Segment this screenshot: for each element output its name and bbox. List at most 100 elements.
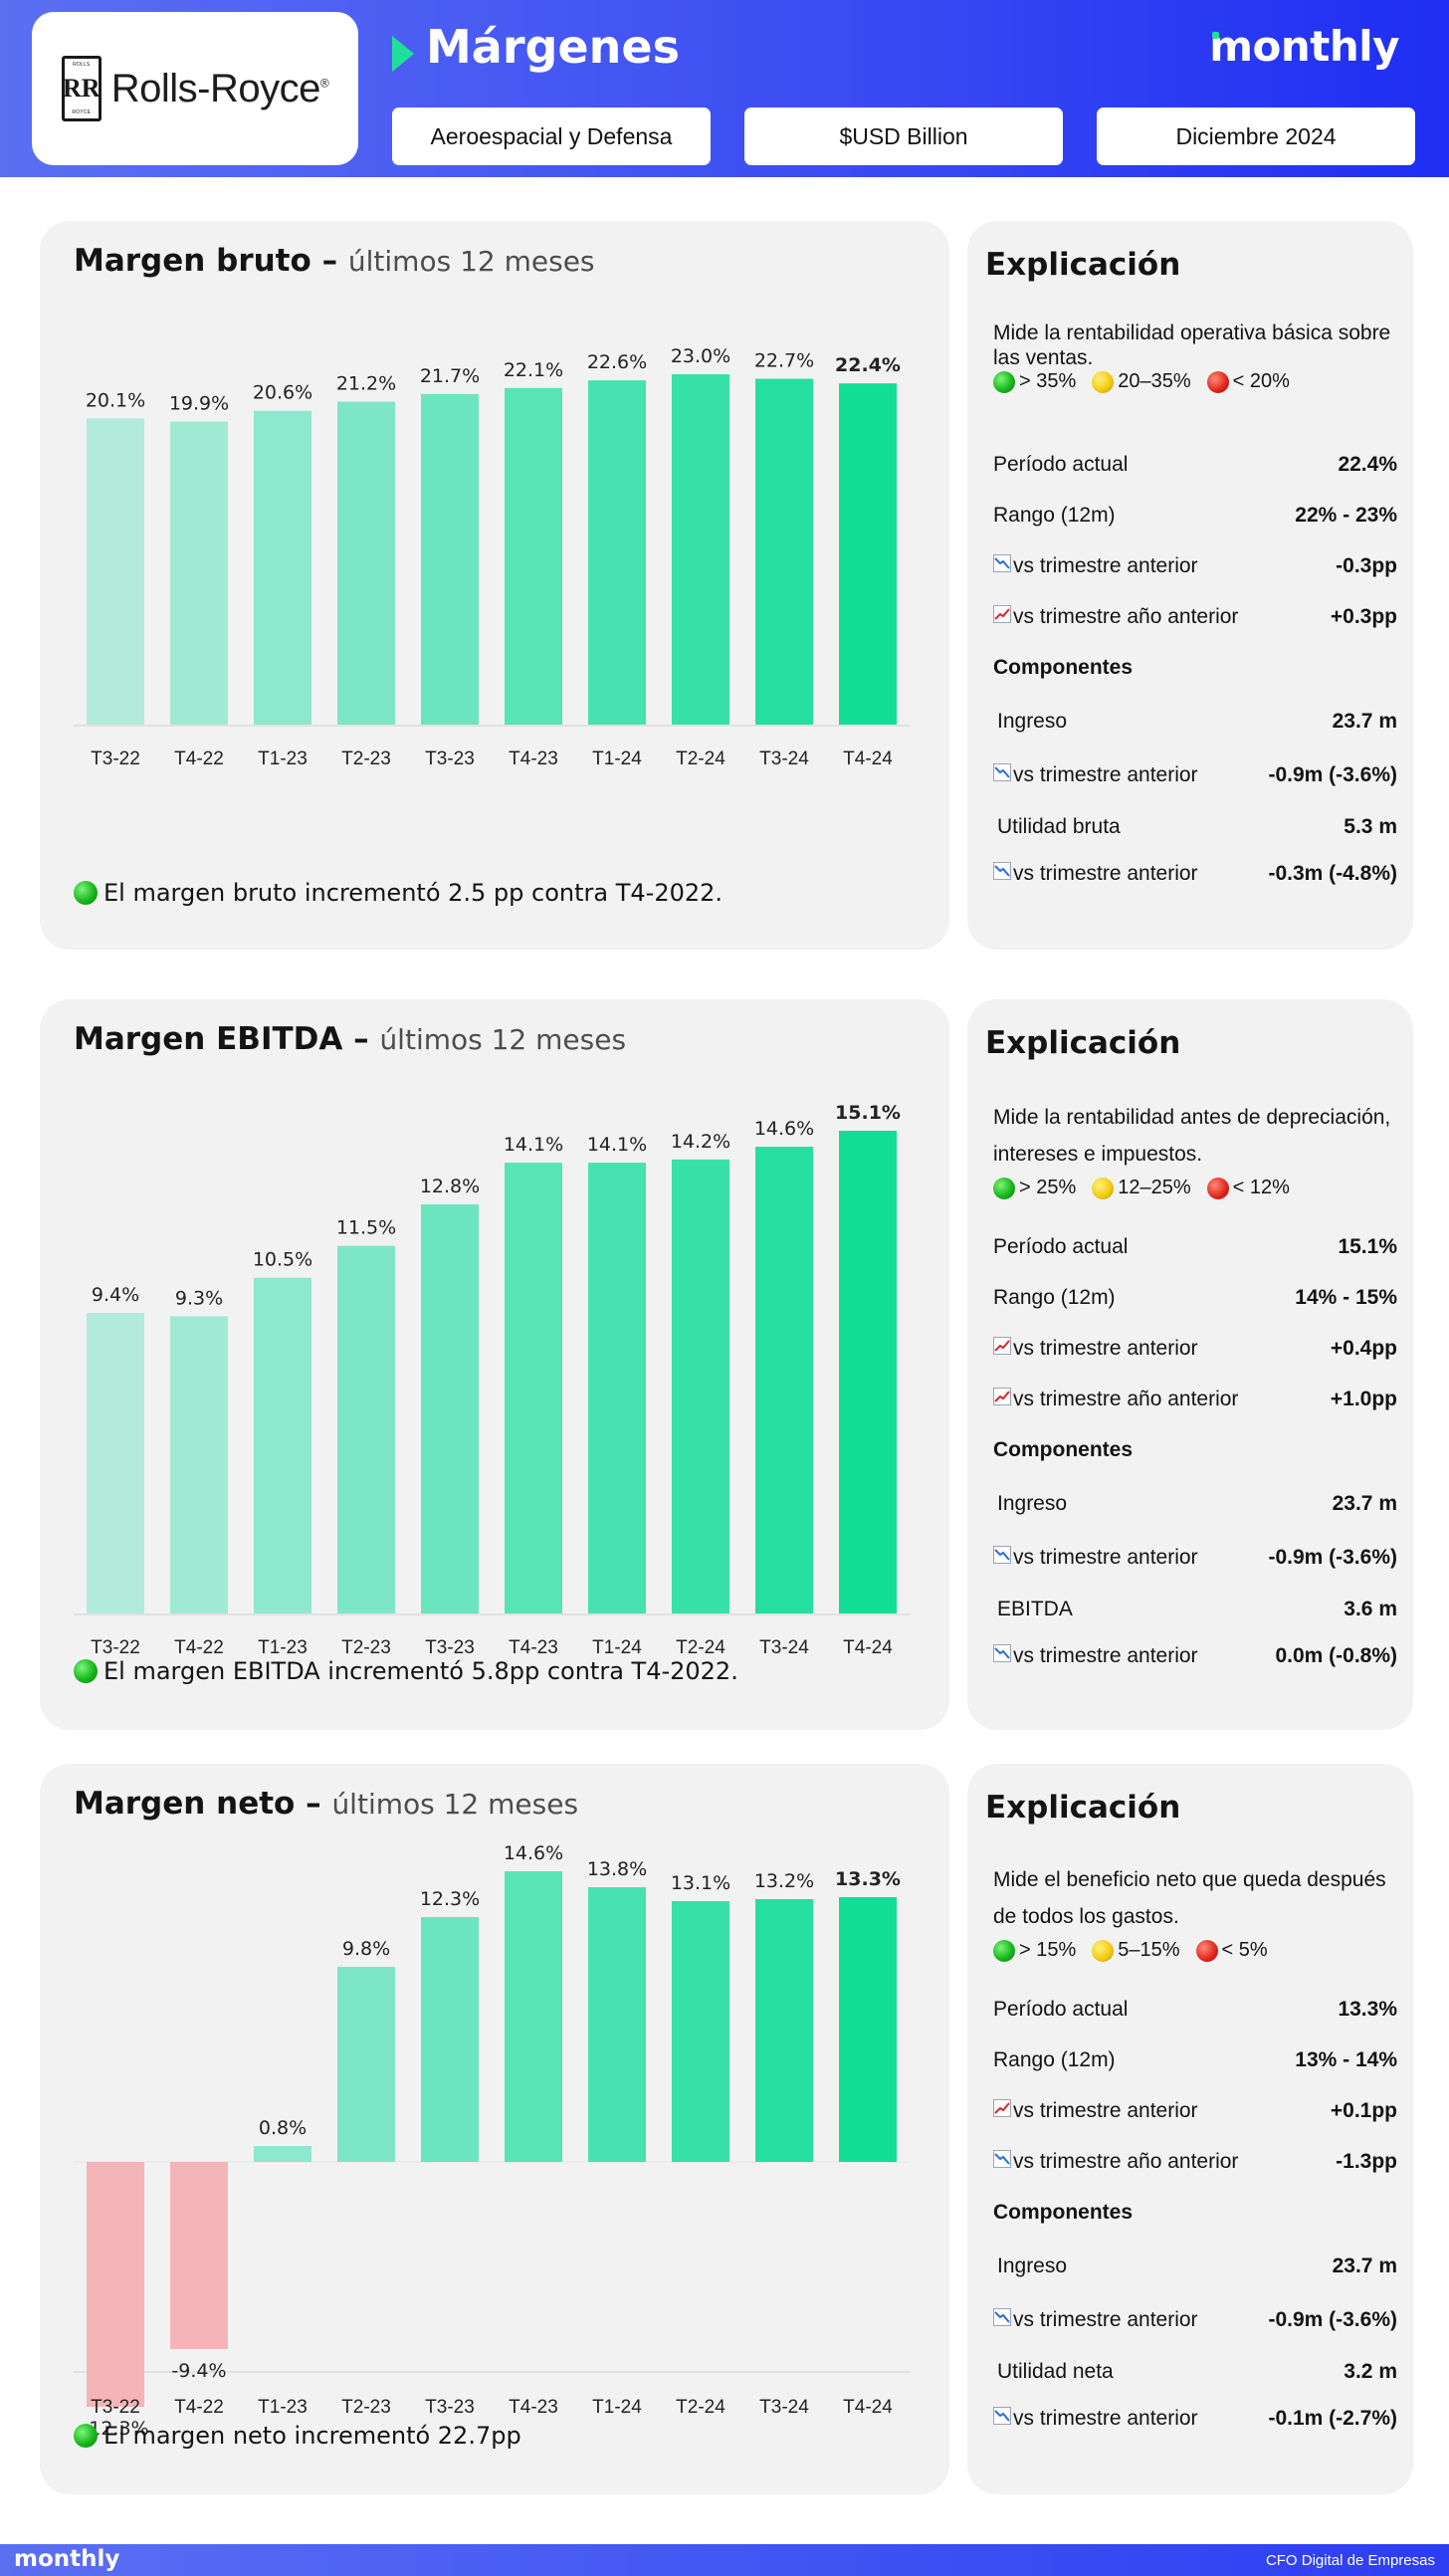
metric-row: Período actual 15.1% — [993, 1232, 1397, 1262]
bar-T4-23 — [505, 1871, 562, 2162]
logo-badge-mark: RR — [62, 74, 101, 103]
data-label: 13.3% — [835, 1868, 901, 1890]
data-label: 12.3% — [420, 1888, 480, 1910]
bar-T1-23 — [254, 2146, 311, 2162]
trend-down-icon — [993, 763, 1011, 787]
metric-value: 13% - 14% — [1295, 2048, 1397, 2071]
trend-up-icon — [993, 1388, 1011, 1411]
metric-value: -0.9m (-3.6%) — [1268, 2308, 1397, 2331]
x-tick-label: T2-24 — [676, 2397, 725, 2418]
explanation-description: Mide el beneficio neto que queda después… — [993, 1868, 1386, 1928]
green-dot-icon — [993, 370, 1015, 393]
data-label: 14.1% — [587, 1134, 647, 1156]
bar-T4-24 — [839, 1897, 897, 2162]
metric-row: vs trimestre anterior -0.9m (-3.6%) — [993, 2305, 1397, 2335]
explanation-description: Mide la rentabilidad antes de depreciaci… — [993, 1106, 1391, 1166]
bar-T3-24 — [755, 1147, 813, 1613]
x-tick-label: T4-22 — [174, 2397, 224, 2418]
data-label: 21.2% — [336, 373, 396, 395]
x-tick-label: T3-23 — [425, 1637, 475, 1658]
data-label: 13.1% — [671, 1872, 730, 1894]
x-tick-label: T3-24 — [759, 2397, 809, 2418]
bar-T2-23 — [337, 1967, 395, 2162]
trend-down-icon — [993, 1546, 1011, 1570]
data-label: 23.0% — [671, 345, 730, 367]
bar-T4-22 — [170, 2162, 228, 2349]
trend-down-icon — [993, 862, 1011, 886]
data-label: 20.6% — [253, 382, 312, 404]
bar-T3-22 — [87, 418, 144, 725]
green-status-icon — [74, 1659, 98, 1683]
x-tick-label: T2-24 — [676, 1637, 725, 1658]
metric-value: 0.0m (-0.8%) — [1275, 1644, 1397, 1667]
x-tick-label: T4-24 — [843, 1637, 893, 1658]
metric-row: vs trimestre año anterior -1.3pp — [993, 2147, 1397, 2177]
page-title: Márgenes — [426, 20, 680, 74]
metric-label: Rango (12m) — [993, 2048, 1116, 2071]
x-tick-label: T2-23 — [341, 1637, 391, 1658]
metric-row: vs trimestre anterior -0.9m (-3.6%) — [993, 760, 1397, 790]
x-tick-label: T4-23 — [509, 2397, 558, 2418]
trend-up-icon — [993, 2099, 1011, 2123]
metric-value: 3.6 m — [1344, 1598, 1397, 1620]
metric-value: 23.7 m — [1332, 2254, 1397, 2277]
threshold-legend: > 35% 20–35% < 20% — [993, 370, 1300, 393]
metric-value: -0.1m (-2.7%) — [1268, 2407, 1397, 2430]
data-label: 0.8% — [259, 2117, 307, 2139]
rolls-royce-badge-icon: ROLLS RR ROYCE — [61, 56, 102, 121]
chart-card: Margen bruto – últimos 12 meses 20.1% T3-2… — [40, 221, 949, 950]
bar-chart: 20.1% T3-22 19.9% T4-22 20.6% T1-23 21.2% T2-23… — [74, 345, 910, 769]
x-tick-label: T4-22 — [174, 749, 224, 769]
metric-label: vs trimestre anterior — [1013, 2099, 1198, 2122]
bar-T4-24 — [839, 1131, 897, 1613]
bar-T2-23 — [337, 401, 395, 725]
metric-row: Rango (12m) 14% - 15% — [993, 1283, 1397, 1313]
data-label: 14.2% — [671, 1131, 730, 1153]
data-label: 12.8% — [420, 1176, 480, 1197]
metric-label: vs trimestre anterior — [1013, 1337, 1198, 1360]
chart-title: Margen bruto – últimos 12 meses — [74, 243, 595, 279]
bar-T3-24 — [755, 1899, 813, 2162]
bar-T2-24 — [672, 374, 729, 725]
bar-T3-23 — [421, 393, 479, 725]
threshold-legend: > 15% 5–15% < 5% — [993, 1939, 1278, 1962]
x-tick-label: T4-23 — [509, 749, 558, 769]
metric-row: vs trimestre anterior 0.0m (-0.8%) — [993, 1641, 1397, 1671]
metric-label: vs trimestre anterior — [1013, 1546, 1198, 1569]
metric-row: EBITDA 3.6 m — [993, 1595, 1397, 1624]
metric-label: vs trimestre anterior — [1013, 554, 1198, 577]
bar-T4-24 — [839, 383, 897, 725]
metric-row: vs trimestre anterior -0.9m (-3.6%) — [993, 1543, 1397, 1573]
metric-label: Utilidad bruta — [997, 815, 1121, 838]
metric-value: 22.4% — [1338, 453, 1397, 476]
data-label: 13.2% — [754, 1870, 814, 1892]
bar-T1-23 — [254, 410, 311, 725]
data-label: 22.7% — [754, 350, 814, 372]
metric-label: Componentes — [993, 1438, 1134, 1461]
x-tick-label: T3-24 — [759, 749, 809, 769]
x-tick-label: T4-24 — [843, 2397, 893, 2418]
metric-label: Ingreso — [997, 710, 1068, 733]
metric-row: Período actual 13.3% — [993, 1995, 1397, 2025]
metric-label: Utilidad neta — [997, 2360, 1114, 2383]
metric-value: +1.0pp — [1330, 1388, 1397, 1410]
metric-row: Componentes — [993, 653, 1397, 683]
bar-T2-24 — [672, 1901, 729, 2162]
explanation-title: Explicación — [985, 1790, 1181, 1825]
bar-T1-24 — [588, 380, 646, 725]
title-arrow-icon — [392, 36, 414, 72]
bar-T2-23 — [337, 1245, 395, 1613]
data-label: 22.6% — [587, 351, 647, 373]
x-tick-label: T1-23 — [258, 749, 308, 769]
x-tick-label: T3-23 — [425, 2397, 475, 2418]
metric-value: -0.9m (-3.6%) — [1268, 1546, 1397, 1569]
data-label: 9.4% — [92, 1284, 139, 1306]
bar-T3-23 — [421, 1203, 479, 1613]
x-tick-label: T3-22 — [91, 1637, 140, 1658]
chart-card: Margen neto – últimos 12 meses -12.3% T3-2… — [40, 1764, 949, 2494]
metric-label: vs trimestre anterior — [1013, 763, 1198, 786]
data-label: 14.6% — [754, 1118, 814, 1140]
trend-down-icon — [993, 1644, 1011, 1668]
explanation-title: Explicación — [985, 247, 1181, 283]
currency-pill: $USD Billion — [744, 107, 1063, 165]
